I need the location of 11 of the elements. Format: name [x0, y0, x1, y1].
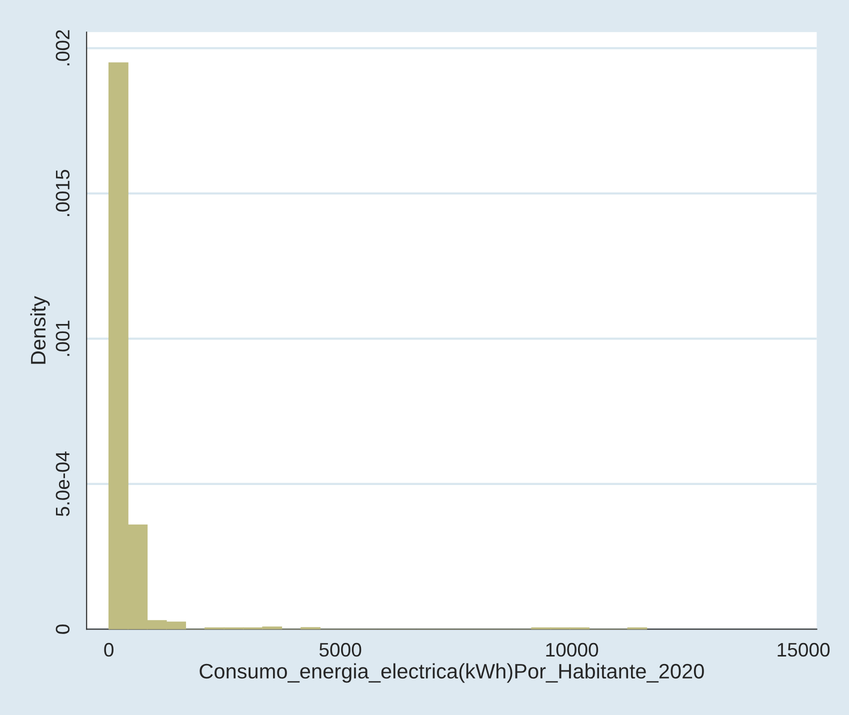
x-tick-label: 0 — [104, 642, 114, 657]
x-tick-label: 15000 — [778, 642, 830, 657]
x-tick-label: 5000 — [319, 642, 362, 657]
x-axis-title: Consumo_energia_electrica(kWh)Por_Habitante_2020 — [200, 663, 704, 683]
y-tick-label: .002 — [56, 30, 70, 66]
y-tick-label: 5.0e-04 — [56, 452, 70, 516]
y-tick-label: .001 — [56, 320, 70, 356]
y-tick-label: 0 — [56, 624, 70, 634]
y-axis-title: Density — [30, 296, 50, 364]
x-tick-label: 10000 — [546, 642, 598, 657]
y-tick-label: .0015 — [56, 170, 70, 216]
